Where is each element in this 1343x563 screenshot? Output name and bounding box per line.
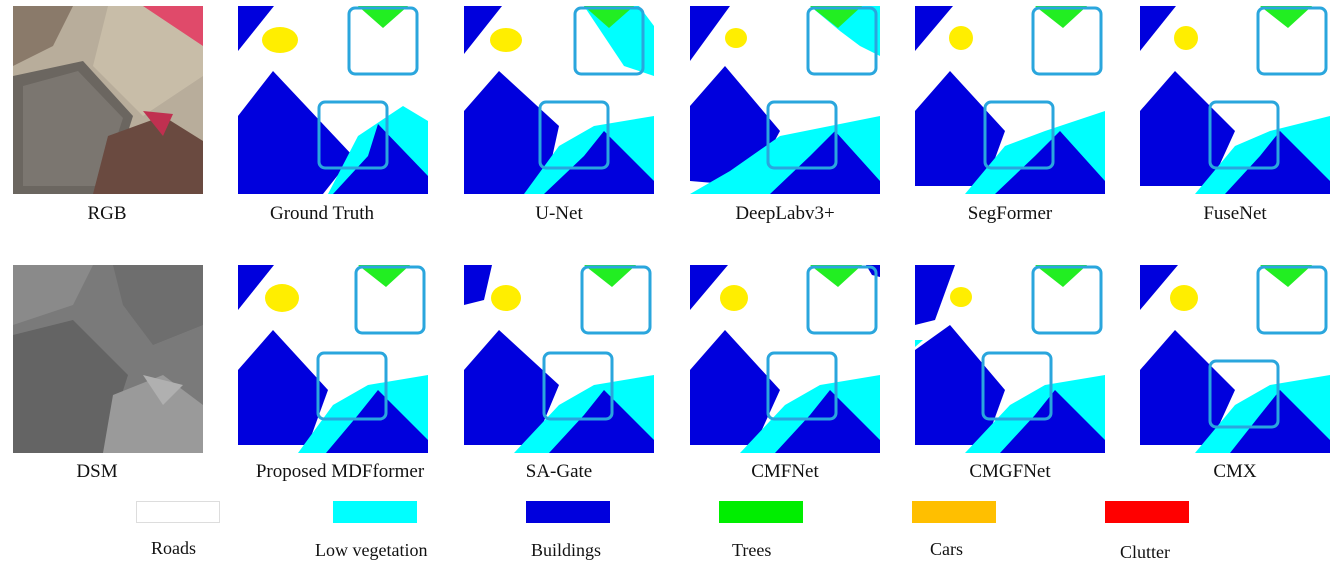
caption-mdfformer: Proposed MDFformer [255,461,425,482]
caption-ground-truth: Ground Truth [270,203,374,224]
caption-fusenet: FuseNet [1203,203,1267,224]
cmfnet-map [690,265,880,453]
caption-segformer: SegFormer [967,203,1053,224]
legend-label-buildings: Buildings [531,540,602,560]
cmgfnet-map [915,265,1105,453]
legend-label-trees: Trees [732,540,772,560]
legend-swatch-trees [719,501,803,523]
legend-swatch-low-vegetation [333,501,417,523]
legend-label-cars: Cars [930,539,963,559]
caption-dsm: DSM [76,461,118,482]
legend-label-low-vegetation: Low vegetation [315,540,428,560]
rgb-image [13,6,203,194]
legend-label-roads: Roads [151,538,196,558]
caption-cmgfnet: CMGFNet [969,461,1051,482]
ground-truth-map [238,6,428,194]
fusenet-map [1140,6,1330,194]
legend-swatch-clutter [1105,501,1189,523]
legend-swatch-buildings [526,501,610,523]
segformer-map [915,6,1105,194]
legend-swatch-cars [912,501,996,523]
caption-sa-gate: SA-Gate [525,461,593,482]
sa-gate-map [464,265,654,453]
legend-label-clutter: Clutter [1120,542,1170,562]
cmx-map [1140,265,1330,453]
mdfformer-map [238,265,428,453]
caption-deeplabv3: DeepLabv3+ [735,203,835,224]
dsm-image [13,265,203,453]
caption-cmfnet: CMFNet [751,461,819,482]
legend-swatch-roads [136,501,220,523]
deeplabv3-map [690,6,880,194]
unet-map [464,6,654,194]
caption-cmx: CMX [1213,461,1257,482]
caption-unet: U-Net [535,203,583,224]
caption-rgb: RGB [87,203,127,224]
